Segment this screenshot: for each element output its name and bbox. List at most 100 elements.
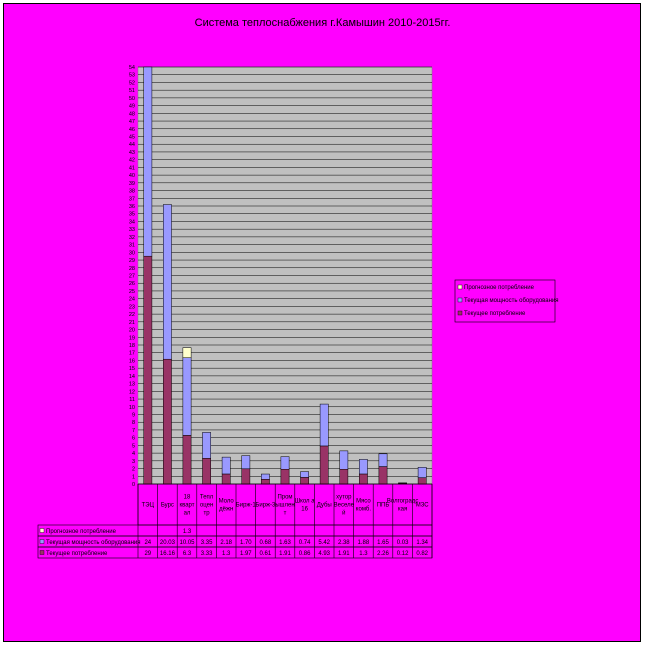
table-cell: 1.70 [240,540,252,546]
category-label: Школ а [295,499,316,505]
bar-capacity [339,450,349,470]
y-tick-label: 48 [129,111,135,117]
table-cell: 0.61 [260,551,272,557]
bar-consumption [417,477,427,485]
y-tick-label: 7 [132,428,135,434]
bar-consumption [319,445,329,485]
category-label: Дубы [317,503,332,509]
category-label: ал [184,511,191,517]
y-tick-label: 10 [129,405,135,411]
table-cell: 0.82 [416,551,428,557]
table-row [37,546,433,559]
table-cell: 1.3 [222,551,231,557]
y-tick-label: 39 [129,181,135,187]
chart-title: Система теплоснабжения г.Камышин 2010-20… [194,17,451,29]
category-label: Бирж-3 [255,503,276,509]
table-cell: 2.38 [338,540,350,546]
y-tick-label: 19 [129,335,135,341]
table-cell: 1.97 [240,551,252,557]
table-legend-swatch [39,528,45,533]
legend-swatch [457,284,463,290]
y-tick-label: 42 [129,158,135,164]
category-label: комб. [356,507,372,513]
legend-swatch [457,310,463,316]
table-cell: 5.42 [318,540,330,546]
bar-capacity [241,455,251,470]
bar-capacity [143,66,153,257]
y-tick-label: 30 [129,250,135,256]
legend-swatch [457,297,463,303]
category-label: Мясо [356,499,371,505]
y-tick-label: 1 [132,474,135,480]
bar-capacity [300,471,309,478]
y-tick-label: 41 [129,165,135,171]
category-label: Моло [219,499,235,505]
table-cell: 1.91 [279,551,291,557]
y-tick-label: 34 [129,219,135,225]
y-tick-label: 4 [132,451,135,457]
y-tick-label: 45 [129,135,135,141]
y-tick-label: 21 [129,320,135,326]
y-tick-label: 51 [129,88,135,94]
y-tick-label: 14 [129,374,135,380]
bar-consumption [261,479,270,485]
table-cell: 16.16 [160,551,176,557]
y-tick-label: 9 [132,413,135,419]
table-cell: 0.68 [260,540,272,546]
category-label: Тепл [200,495,214,501]
category-label: ТЭЦ [142,503,155,509]
table-cell: 0.03 [397,540,409,546]
category-label: оцен [200,503,213,509]
bar-consumption [339,469,349,485]
table-cell: 20.03 [160,540,176,546]
y-tick-label: 25 [129,289,135,295]
bar-capacity [280,456,290,470]
bar-capacity [319,403,329,447]
y-tick-label: 22 [129,312,135,318]
legend-box [454,279,556,323]
bar-capacity [359,459,368,475]
table-cell: 4.93 [318,551,330,557]
table-cell: 1.3 [359,551,368,557]
y-tick-label: 32 [129,235,135,241]
bar-capacity [261,473,270,480]
bar-capacity [417,467,427,478]
table-legend-swatch [39,550,45,555]
category-label: Пром [277,495,292,501]
table-cell: 3.35 [201,540,213,546]
y-tick-label: 40 [129,173,135,179]
y-tick-label: 0 [132,482,135,488]
table-legend-swatch [39,539,45,544]
table-cell: 0.86 [299,551,311,557]
y-tick-label: 11 [129,397,135,403]
y-tick-label: 50 [129,96,135,102]
y-tick-label: 28 [129,266,135,272]
bar-consumption [143,255,153,485]
bar-forecast [182,347,192,358]
y-tick-label: 49 [129,104,135,110]
category-label: Волгоградс [387,499,418,505]
category-label: кая [398,507,407,513]
bar-consumption [202,458,211,485]
bar-consumption [182,435,192,485]
category-label: й [342,510,345,517]
table-cell: 1.91 [338,551,350,557]
category-label: Веселе [334,503,355,509]
y-tick-label: 23 [129,304,135,310]
category-label: Бурс [161,503,174,509]
y-tick-label: 3 [132,459,135,465]
y-tick-label: 44 [129,142,135,148]
bar-consumption [300,477,309,485]
y-tick-label: 27 [129,274,135,280]
y-tick-label: 5 [132,443,135,449]
table-cell: 0.12 [397,551,409,557]
category-label: т [284,511,287,517]
table-cell: 3.33 [201,551,213,557]
bar-capacity [163,204,172,360]
bar-consumption [378,466,388,485]
table-cell: 29 [144,551,151,557]
table-cell: 0.74 [299,540,311,546]
category-label: МЗС [416,503,430,509]
y-tick-label: 35 [129,212,135,218]
